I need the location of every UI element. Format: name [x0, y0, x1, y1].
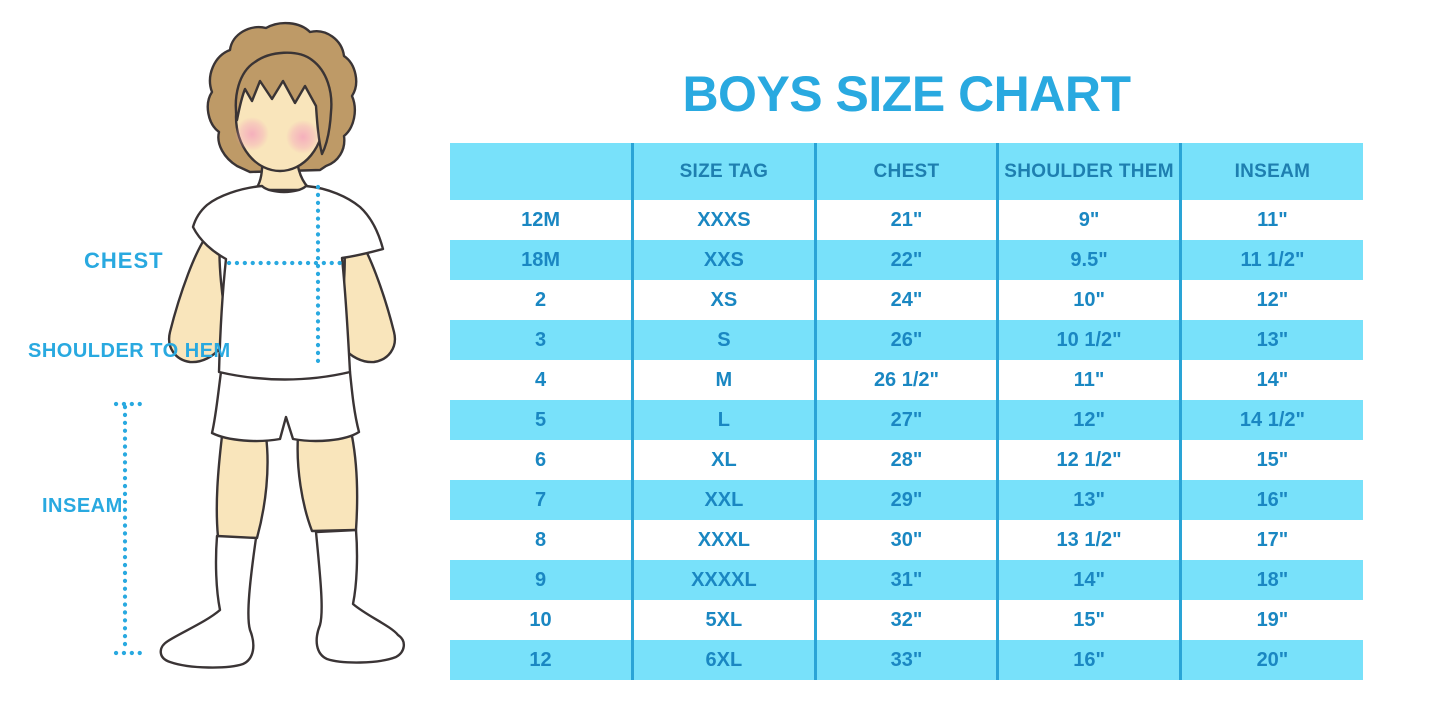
- size-cell: 7: [450, 480, 633, 520]
- right-sock: [314, 528, 405, 664]
- size-cell: 10": [996, 280, 1181, 320]
- size-row: 8 XXXL 30" 13 1/2" 17": [450, 520, 1363, 560]
- size-cell: S: [631, 320, 816, 360]
- size-cell: 17": [1178, 520, 1363, 560]
- size-cell: 6XL: [631, 640, 816, 680]
- boy-illustration: [113, 21, 405, 669]
- size-row: 6 XL 28" 12 1/2" 15": [450, 440, 1363, 480]
- size-table-body: 12M XXXS 21" 9" 11" 18M XXS 22" 9.5" 11 1/2" 2 XS 24…: [450, 200, 1363, 680]
- size-cell: XXL: [631, 480, 816, 520]
- size-cell: 8: [534, 528, 547, 551]
- size-row: 5 L 27" 12" 14 1/2": [450, 400, 1363, 440]
- size-cell: 4: [534, 368, 547, 391]
- left-sock: [159, 534, 258, 669]
- size-cell: 33": [813, 640, 998, 680]
- size-row: 3 S 26" 10 1/2" 13": [450, 320, 1363, 360]
- size-row: 2 XS 24" 10" 12": [450, 280, 1363, 320]
- size-cell: 16": [1178, 480, 1363, 520]
- size-cell: 28": [813, 440, 998, 480]
- size-cell: L: [631, 400, 816, 440]
- size-row: 9 XXXXL 31" 14" 18": [450, 560, 1363, 600]
- size-cell: 3: [450, 320, 633, 360]
- size-cell: XXXL: [631, 520, 816, 560]
- size-cell: 9.5": [996, 240, 1181, 280]
- size-row: 18M XXS 22" 9.5" 11 1/2": [450, 240, 1363, 280]
- size-cell: 27": [813, 400, 998, 440]
- size-cell: 11": [1178, 200, 1363, 240]
- size-cell: 15": [1178, 440, 1363, 480]
- shoulder-to-hem-label: SHOULDER TO HEM: [28, 340, 231, 362]
- header-cell-inseam: INSEAM: [1178, 143, 1363, 200]
- size-cell: 21": [813, 200, 998, 240]
- size-cell: 6: [534, 448, 547, 471]
- header-cell-size-tag: SIZE TAG: [631, 143, 816, 200]
- size-cell: 26": [813, 320, 998, 360]
- inseam-label: INSEAM: [42, 495, 123, 517]
- size-cell: 12: [450, 640, 633, 680]
- size-cell: 13 1/2": [996, 520, 1181, 560]
- size-cell: XXXS: [631, 200, 816, 240]
- size-cell: 14": [996, 560, 1181, 600]
- header-cell-blank: [450, 143, 633, 200]
- size-cell: 11": [996, 360, 1181, 400]
- size-cell: 14": [1178, 360, 1363, 400]
- size-cell: 31": [813, 560, 998, 600]
- size-cell: 16": [996, 640, 1181, 680]
- size-cell: 18": [1178, 560, 1363, 600]
- size-cell: 10: [529, 608, 552, 631]
- header-cell-chest: CHEST: [813, 143, 998, 200]
- size-row: 10 5XL 32" 15" 19": [450, 600, 1363, 640]
- size-cell: XXXXL: [631, 560, 816, 600]
- right-leg: [296, 434, 359, 533]
- left-cheek: [235, 117, 269, 151]
- chest-label: CHEST: [84, 248, 164, 273]
- shorts: [210, 370, 361, 443]
- size-row: 12 6XL 33" 16" 20": [450, 640, 1363, 680]
- size-cell: XL: [631, 440, 816, 480]
- size-cell: XXS: [631, 240, 816, 280]
- size-cell: 26 1/2": [813, 360, 998, 400]
- size-cell: 19": [1178, 600, 1363, 640]
- size-cell: 10 1/2": [996, 320, 1181, 360]
- header-cell-shoulder-hem: SHOULDER THEM: [996, 143, 1181, 200]
- size-cell: XS: [631, 280, 816, 320]
- measurement-lines: [113, 184, 347, 656]
- size-cell: 2: [534, 288, 547, 311]
- size-row: 4 M 26 1/2" 11" 14": [450, 360, 1363, 400]
- size-cell: 11 1/2": [1178, 240, 1363, 280]
- size-cell: 5: [450, 400, 633, 440]
- size-cell: 12": [996, 400, 1181, 440]
- size-cell: 22": [813, 240, 998, 280]
- size-cell: 24": [813, 280, 998, 320]
- size-cell: 29": [813, 480, 998, 520]
- size-cell: 32": [813, 600, 998, 640]
- size-cell: 30": [813, 520, 998, 560]
- size-cell: 12": [1178, 280, 1363, 320]
- hair-bangs: [234, 51, 333, 156]
- size-cell: 14 1/2": [1178, 400, 1363, 440]
- size-cell: 13": [1178, 320, 1363, 360]
- size-row: 7 XXL 29" 13" 16": [450, 480, 1363, 520]
- size-cell: 5XL: [631, 600, 816, 640]
- size-cell: 20": [1178, 640, 1363, 680]
- size-row: 12M XXXS 21" 9" 11": [450, 200, 1363, 240]
- size-cell: 13": [996, 480, 1181, 520]
- t-shirt: [191, 184, 385, 381]
- left-arm: [167, 228, 230, 364]
- size-cell: 15": [996, 600, 1181, 640]
- right-cheek: [286, 120, 320, 154]
- size-cell: 12M: [521, 208, 560, 231]
- size-cell: 12 1/2": [996, 440, 1181, 480]
- size-cell: 9": [996, 200, 1181, 240]
- size-table-header: SIZE TAG CHEST SHOULDER THEM INSEAM: [450, 143, 1363, 200]
- size-table: SIZE TAG CHEST SHOULDER THEM INSEAM 12M X…: [450, 143, 1363, 680]
- size-cell: 9: [450, 560, 633, 600]
- left-leg: [215, 434, 269, 540]
- header-row: SIZE TAG CHEST SHOULDER THEM INSEAM: [450, 143, 1363, 200]
- page-title: BOYS SIZE CHART: [682, 65, 1131, 122]
- size-cell: M: [631, 360, 816, 400]
- size-cell: 18M: [450, 240, 633, 280]
